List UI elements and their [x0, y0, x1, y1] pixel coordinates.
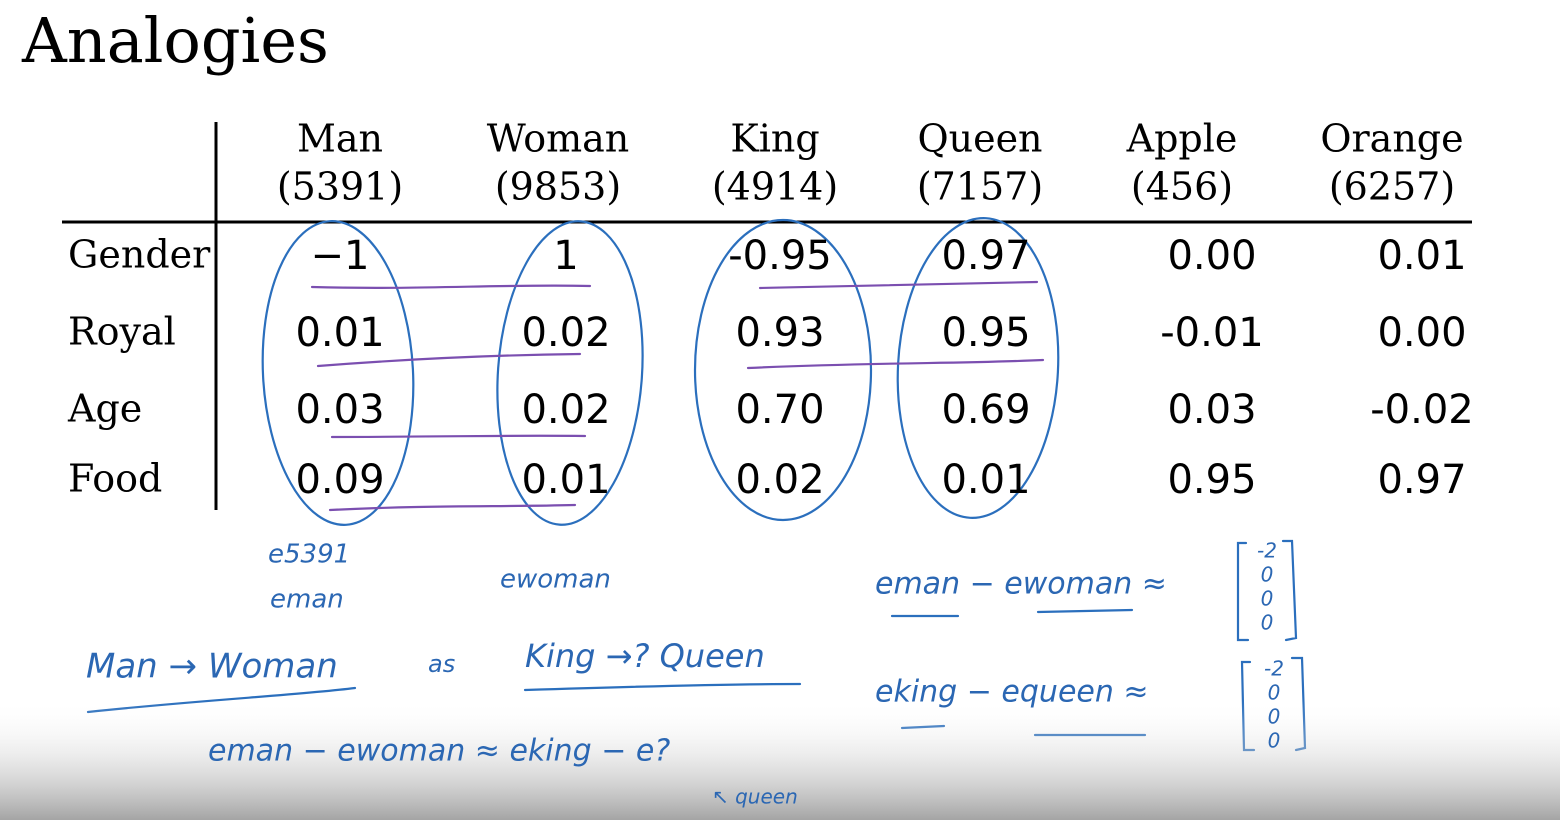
column-word: Apple: [1126, 117, 1238, 161]
column-word: King: [730, 117, 819, 161]
cell-value: -0.01: [1160, 310, 1264, 356]
column-index: (5391): [277, 165, 403, 209]
column-word: Orange: [1320, 117, 1463, 161]
slide-title: Analogies: [21, 4, 329, 77]
handwritten-note: eman: [270, 585, 344, 615]
vector-entry: -2: [1264, 657, 1284, 681]
cell-value: 0.01: [1377, 233, 1466, 279]
handwritten-note: ↖ queen: [712, 785, 798, 809]
vector-entry: 0: [1268, 729, 1281, 753]
cell-value: 0.95: [1167, 457, 1256, 503]
handwritten-note: eman − ewoman ≈: [875, 567, 1167, 602]
handwritten-note: ewoman: [500, 565, 611, 595]
vector-entry: 0: [1261, 611, 1274, 635]
cell-value: 0.00: [1167, 233, 1256, 279]
handwritten-note: eking − equeen ≈: [875, 675, 1149, 710]
handwritten-note: King →? Queen: [525, 637, 765, 675]
column-word: Woman: [487, 117, 630, 161]
row-label: Royal: [68, 310, 176, 354]
handwritten-note: as: [428, 650, 455, 678]
cell-value: 0.02: [521, 310, 610, 356]
cell-value: 0.02: [521, 387, 610, 433]
vector-entry: 0: [1268, 705, 1281, 729]
cell-value: 1: [553, 233, 578, 279]
column-index: (6257): [1329, 165, 1455, 209]
cell-value: 0.00: [1377, 310, 1466, 356]
cell-value: 0.01: [941, 457, 1030, 503]
cell-value: 0.70: [735, 387, 824, 433]
column-index: (4914): [712, 165, 838, 209]
row-label: Gender: [68, 233, 211, 277]
vector-entry: 0: [1261, 587, 1274, 611]
handwritten-note: eman − ewoman ≈ eking − e?: [208, 734, 670, 769]
handwritten-note: e5391: [268, 540, 350, 570]
cell-value: 0.97: [941, 233, 1030, 279]
cell-value: 0.69: [941, 387, 1030, 433]
cell-value: 0.01: [521, 457, 610, 503]
cell-value: 0.97: [1377, 457, 1466, 503]
vector-entry: 0: [1261, 563, 1274, 587]
cell-value: 0.03: [1167, 387, 1256, 433]
cell-value: 0.01: [295, 310, 384, 356]
cell-value: -0.95: [728, 233, 832, 279]
column-index: (7157): [917, 165, 1043, 209]
cell-value: 0.02: [735, 457, 824, 503]
column-word: Queen: [917, 117, 1042, 161]
column-index: (9853): [495, 165, 621, 209]
handwritten-note: Man → Woman: [86, 647, 338, 687]
column-index: (456): [1131, 165, 1233, 209]
cell-value: 0.93: [735, 310, 824, 356]
cell-value: 0.09: [295, 457, 384, 503]
cell-value: 0.95: [941, 310, 1030, 356]
column-word: Man: [297, 117, 383, 161]
cell-value: -0.02: [1370, 387, 1474, 433]
vector-entry: 0: [1268, 681, 1281, 705]
video-fade: [0, 700, 1560, 820]
vector-entry: -2: [1257, 539, 1277, 563]
row-label: Age: [67, 387, 142, 431]
row-label: Food: [68, 457, 162, 501]
cell-value: −1: [311, 233, 370, 279]
cell-value: 0.03: [295, 387, 384, 433]
